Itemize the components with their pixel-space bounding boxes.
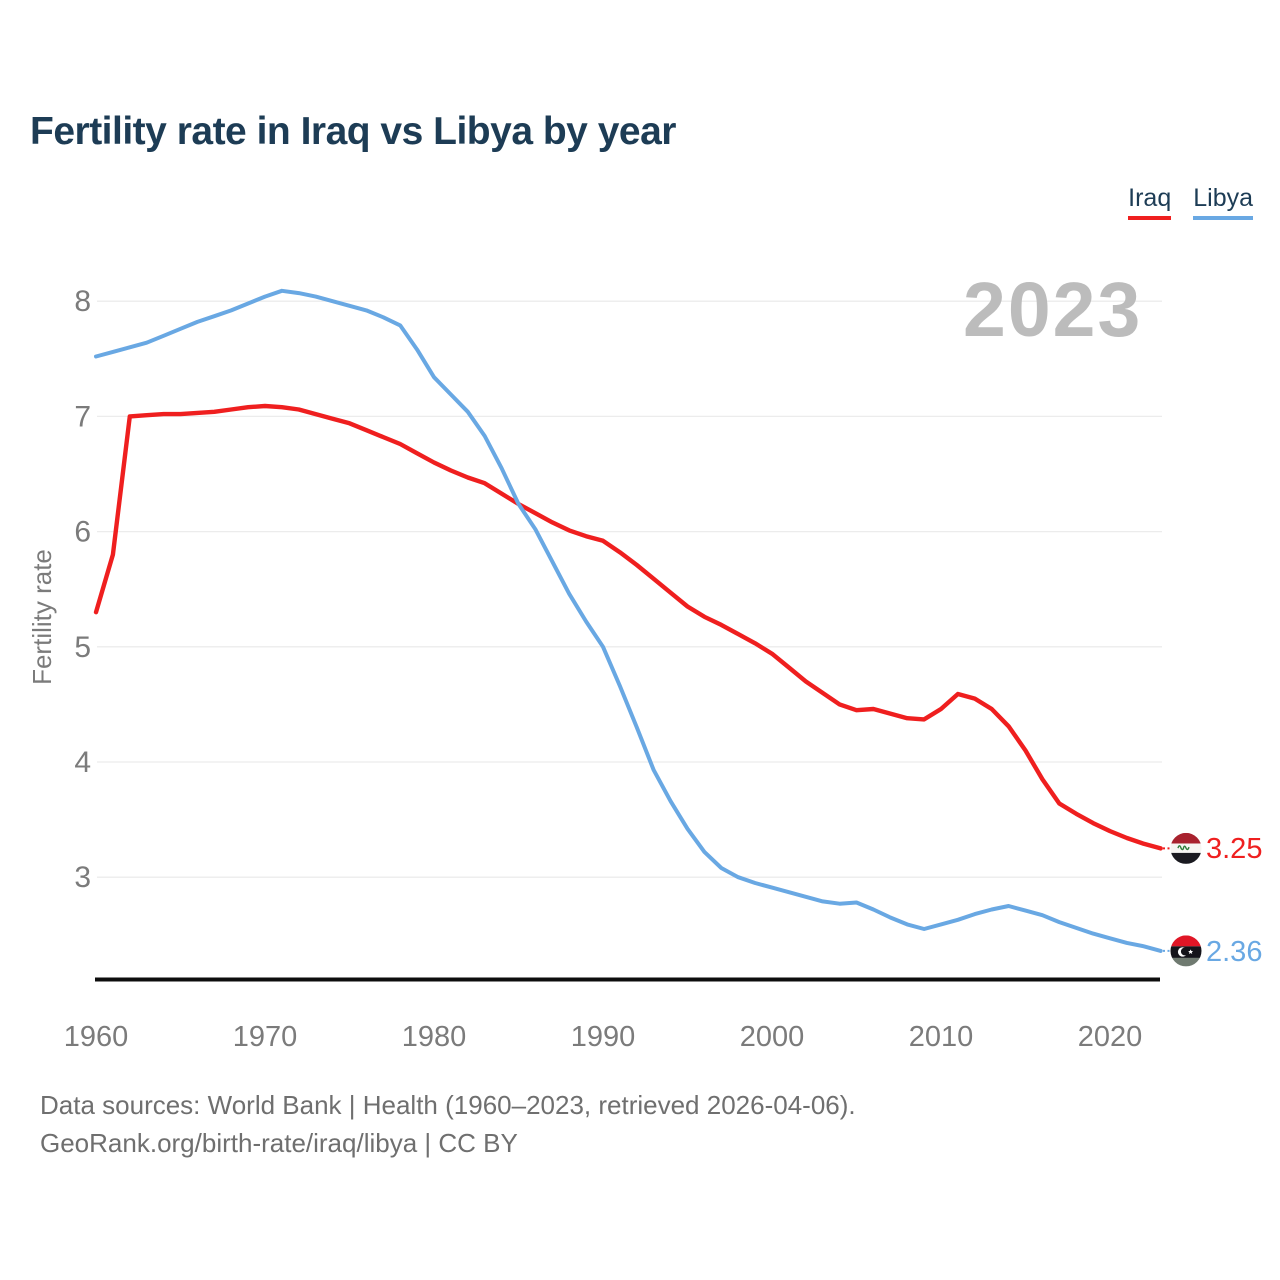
legend: Iraq Libya	[1128, 184, 1253, 220]
y-axis-title: Fertility rate	[27, 549, 57, 685]
y-tick-label: 3	[74, 861, 91, 894]
x-tick-label: 2010	[909, 1021, 974, 1053]
x-tick-label: 1990	[571, 1021, 636, 1053]
footer-sources-line: Data sources: World Bank | Health (1960–…	[40, 1090, 856, 1120]
x-tick-label: 1970	[233, 1021, 298, 1053]
year-watermark: 2023	[963, 267, 1143, 353]
x-tick-label: 2020	[1078, 1021, 1143, 1053]
iraq-flag-icon	[1170, 832, 1202, 864]
x-tick-label: 1960	[64, 1021, 129, 1053]
page-title: Fertility rate in Iraq vs Libya by year	[30, 110, 676, 153]
libya-flag-icon	[1170, 935, 1202, 967]
y-tick-label: 7	[74, 400, 91, 433]
x-tick-label: 1980	[402, 1021, 467, 1053]
y-tick-label: 4	[74, 746, 91, 779]
footer: Data sources: World Bank | Health (1960–…	[40, 1086, 856, 1162]
y-tick-label: 5	[74, 631, 91, 664]
y-tick-label: 6	[74, 516, 91, 549]
libya-line	[94, 288, 1163, 953]
footer-attribution-line: GeoRank.org/birth-rate/iraq/libya | CC B…	[40, 1128, 518, 1158]
x-tick-label: 2000	[740, 1021, 805, 1053]
legend-item-libya[interactable]: Libya	[1193, 184, 1253, 220]
iraq-end-value-label: 3.25	[1206, 833, 1263, 865]
libya-end-value-label: 2.36	[1206, 936, 1263, 968]
y-tick-label: 8	[74, 285, 91, 318]
legend-item-iraq[interactable]: Iraq	[1128, 184, 1172, 220]
iraq-line	[93, 403, 1163, 851]
